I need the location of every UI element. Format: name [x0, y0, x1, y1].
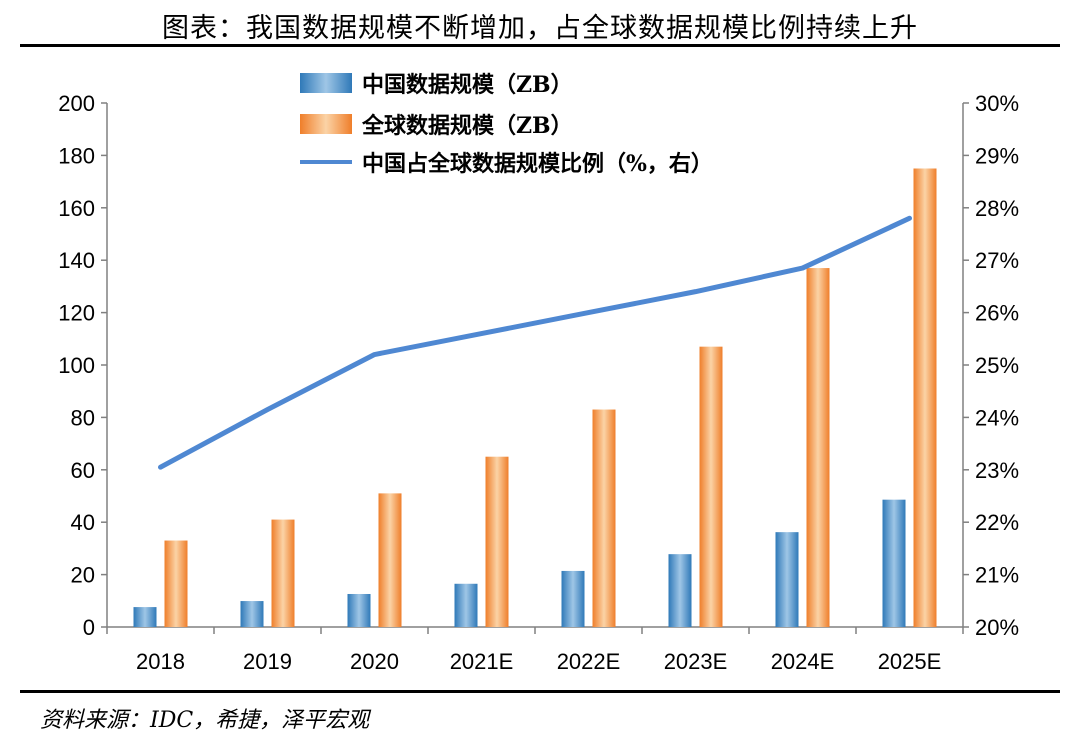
x-tick-label: 2018 [136, 649, 185, 674]
x-tick-label: 2021E [450, 649, 514, 674]
bar-china-2025E [882, 499, 906, 627]
right-tick-label: 30% [975, 91, 1019, 116]
right-tick-label: 24% [975, 405, 1019, 430]
legend-swatch-global [300, 114, 352, 134]
axes: 0 20 40 60 80 100 120 140 160 180 200 20% 21% 22% 23% 2… [58, 91, 1019, 674]
x-tick-label: 2020 [350, 649, 399, 674]
bar-global-2019 [271, 519, 295, 627]
left-tick-label: 140 [58, 248, 95, 273]
bars [133, 168, 937, 627]
x-tick-label: 2019 [243, 649, 292, 674]
bar-global-2023E [699, 346, 723, 627]
right-tick-label: 20% [975, 615, 1019, 640]
bar-china-2018 [133, 607, 157, 627]
bar-global-2024E [806, 268, 830, 627]
left-tick-label: 160 [58, 196, 95, 221]
chart: 0 20 40 60 80 100 120 140 160 180 200 20% 21% 22% 23% 2… [58, 72, 1019, 674]
bar-china-2021E [454, 583, 478, 627]
x-tick-label: 2025E [878, 649, 942, 674]
bar-global-2022E [592, 409, 616, 627]
right-tick-label: 26% [975, 301, 1019, 326]
chart-title: 图表：我国数据规模不断增加，占全球数据规模比例持续上升 [162, 13, 918, 44]
left-tick-label: 180 [58, 143, 95, 168]
left-tick-label: 100 [58, 353, 95, 378]
right-tick-label: 22% [975, 510, 1019, 535]
legend-label-share: 中国占全球数据规模比例（%，右） [362, 151, 713, 177]
bar-global-2018 [164, 540, 188, 627]
share-line [158, 215, 912, 470]
left-tick-label: 0 [83, 615, 95, 640]
title-rule [20, 44, 1060, 47]
share-line-layer [158, 215, 912, 470]
bar-china-2019 [240, 601, 264, 627]
legend-label-global: 全球数据规模（ZB） [361, 113, 573, 139]
left-tick-label: 200 [58, 91, 95, 116]
right-tick-label: 27% [975, 248, 1019, 273]
bar-global-2020 [378, 493, 402, 627]
legend-swatch-china [300, 73, 352, 93]
source-note: 资料来源：IDC，希捷，泽平宏观 [40, 708, 370, 733]
right-tick-label: 23% [975, 458, 1019, 483]
right-tick-label: 29% [975, 143, 1019, 168]
left-tick-label: 40 [71, 510, 95, 535]
legend: 中国数据规模（ZB） 全球数据规模（ZB） 中国占全球数据规模比例（%，右） [300, 72, 713, 177]
x-tick-label: 2023E [664, 649, 728, 674]
right-tick-label: 28% [975, 196, 1019, 221]
left-tick-label: 60 [71, 458, 95, 483]
left-tick-label: 120 [58, 301, 95, 326]
right-tick-label: 21% [975, 563, 1019, 588]
bar-china-2022E [561, 570, 585, 627]
x-tick-label: 2022E [557, 649, 621, 674]
source-rule [20, 690, 1060, 693]
left-tick-label: 20 [71, 563, 95, 588]
bar-global-2021E [485, 456, 509, 627]
x-tick-label: 2024E [771, 649, 835, 674]
bar-china-2020 [347, 593, 371, 627]
right-tick-label: 25% [975, 353, 1019, 378]
bar-global-2025E [913, 168, 937, 627]
bar-china-2024E [775, 532, 799, 627]
left-tick-label: 80 [71, 405, 95, 430]
bar-china-2023E [668, 554, 692, 627]
legend-label-china: 中国数据规模（ZB） [362, 72, 573, 98]
